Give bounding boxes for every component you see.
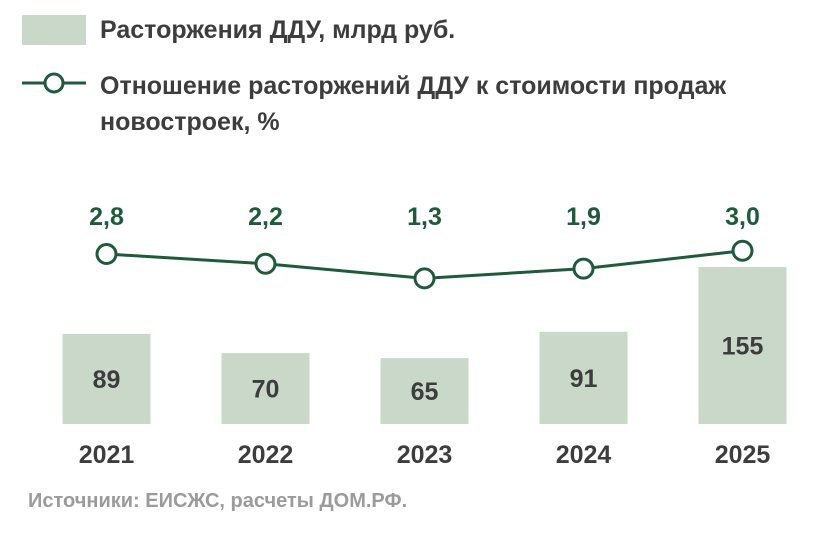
legend-item-bars: Расторжения ДДУ, млрд руб. xyxy=(22,8,812,52)
bar-2025 xyxy=(698,267,787,424)
line-point-2022 xyxy=(254,252,277,275)
bar-value-label: 70 xyxy=(252,376,280,404)
x-tick-label: 2022 xyxy=(238,441,294,469)
bar-value-label: 155 xyxy=(722,333,764,361)
bar-value-label: 89 xyxy=(93,366,121,394)
source-note: Источники: ЕИСЖС, расчеты ДОМ.РФ. xyxy=(28,490,408,512)
bar-2022 xyxy=(221,353,310,424)
legend-bar-swatch xyxy=(22,15,86,45)
x-tick-label: 2025 xyxy=(715,441,771,469)
bar-2024 xyxy=(539,331,628,424)
line-point-2023 xyxy=(413,267,436,290)
legend-item-line: Отношение расторжений ДДУ к стоимости пр… xyxy=(22,68,812,140)
line-point-2025 xyxy=(731,239,754,262)
line-value-label: 2,8 xyxy=(89,203,124,231)
line-point-2024 xyxy=(572,257,595,280)
legend-line-marker-icon xyxy=(22,72,86,94)
line-value-label: 1,9 xyxy=(566,203,601,231)
chart-legend: Расторжения ДДУ, млрд руб. Отношение рас… xyxy=(22,8,812,140)
bar-2023 xyxy=(380,358,469,424)
legend-line-label: Отношение расторжений ДДУ к стоимости пр… xyxy=(100,72,727,136)
bar-value-label: 65 xyxy=(411,378,439,406)
legend-bar-label: Расторжения ДДУ, млрд руб. xyxy=(100,16,456,44)
x-tick-label: 2024 xyxy=(556,441,612,469)
bar-value-label: 91 xyxy=(570,365,598,393)
line-value-label: 3,0 xyxy=(725,203,760,231)
bar-2021 xyxy=(62,333,151,424)
line-point-2021 xyxy=(95,243,118,265)
line-value-label: 2,2 xyxy=(248,203,283,231)
line-value-label: 1,3 xyxy=(407,203,442,231)
x-tick-label: 2021 xyxy=(79,441,135,469)
x-tick-label: 2023 xyxy=(397,441,453,469)
